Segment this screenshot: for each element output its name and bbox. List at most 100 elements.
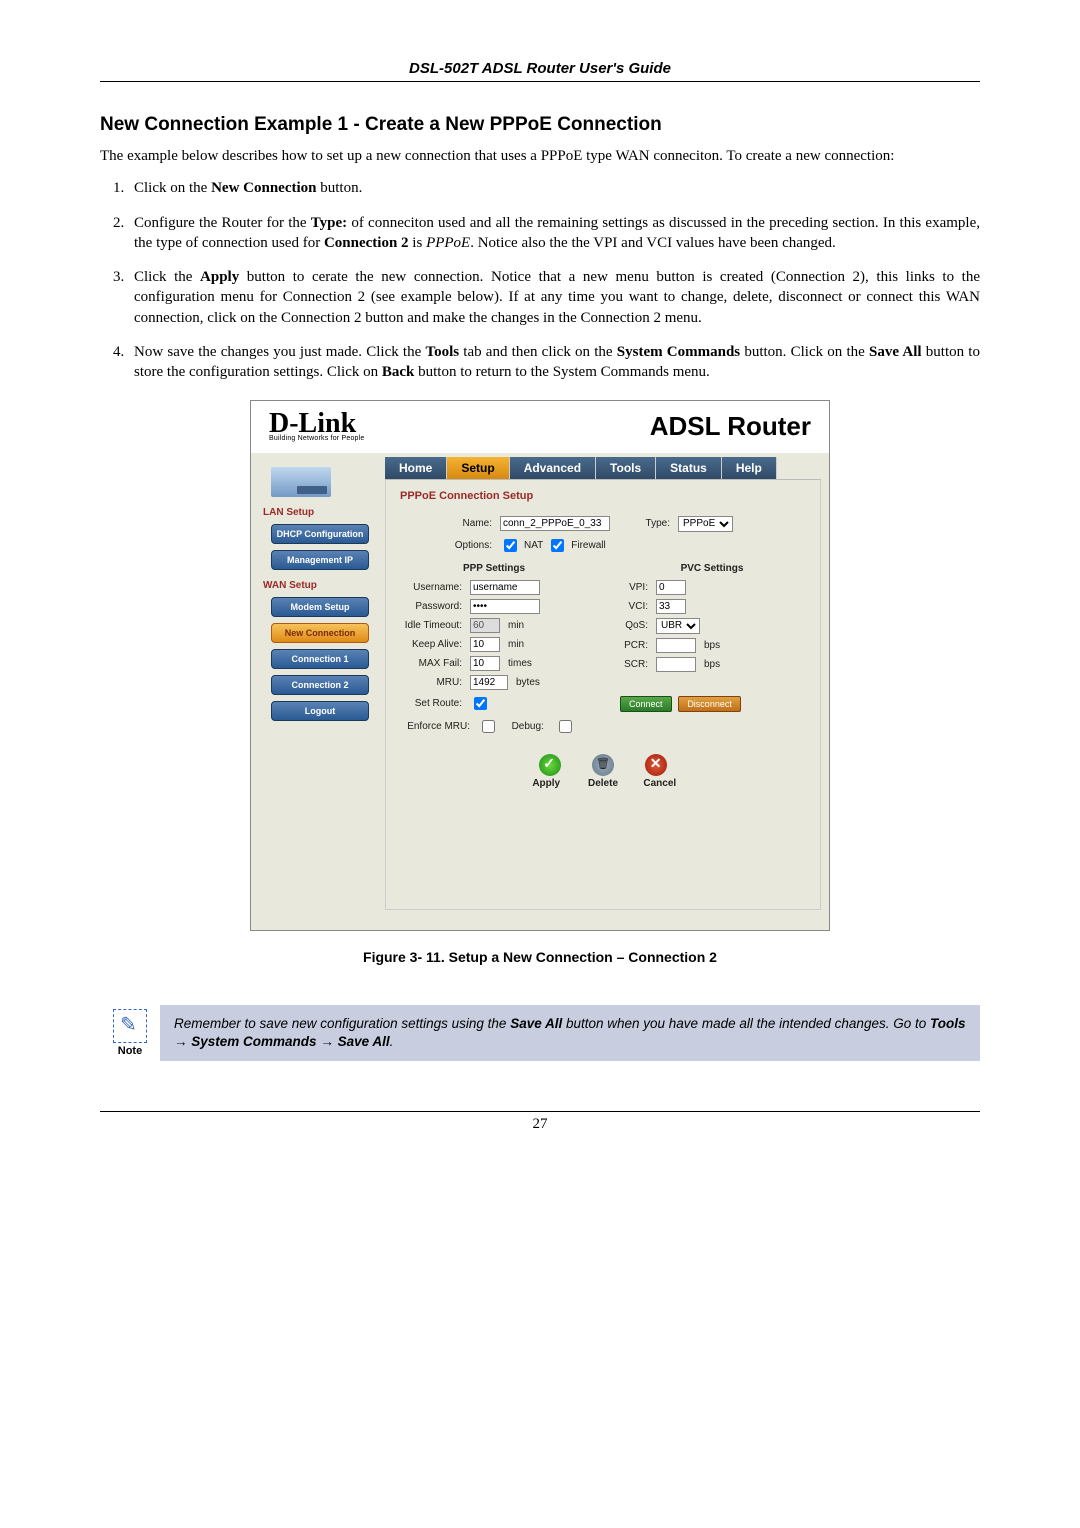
bold-text: Save All (338, 1034, 390, 1049)
pcr-input[interactable] (656, 638, 696, 653)
idle-label: Idle Timeout: (400, 620, 462, 631)
row-options: Options: NAT Firewall (430, 536, 806, 555)
setroute-label: Set Route: (400, 698, 462, 709)
router-header: D-Link Building Networks for People ADSL… (251, 401, 829, 452)
intro-paragraph: The example below describes how to set u… (100, 146, 980, 166)
tab-tools[interactable]: Tools (596, 457, 656, 479)
pvc-settings-col: PVC Settings VPI: VCI: QoS:UBR PCR:bps S… (618, 563, 806, 740)
scr-input[interactable] (656, 657, 696, 672)
text: is (409, 235, 427, 251)
italic-text: PPPoE (426, 235, 470, 251)
action-icons (400, 754, 806, 776)
apply-label: Apply (521, 778, 571, 789)
password-label: Password: (400, 601, 462, 612)
sidebar-group-wan: WAN Setup (263, 580, 379, 591)
text: button. (317, 180, 363, 196)
debug-checkbox[interactable] (559, 720, 572, 733)
type-select[interactable]: PPPoE (678, 516, 733, 532)
tab-home[interactable]: Home (385, 457, 447, 479)
sidebar: LAN Setup DHCP Configuration Management … (255, 457, 385, 920)
row-type: Type: PPPoE (640, 516, 733, 532)
figure: D-Link Building Networks for People ADSL… (100, 400, 980, 930)
disconnect-button[interactable]: Disconnect (678, 696, 741, 712)
unit-times: times (508, 658, 532, 669)
step-2: Configure the Router for the Type: of co… (128, 213, 980, 254)
bold-text: Type: (311, 215, 347, 231)
text: Click the (134, 269, 200, 285)
bold-text: System Commands (617, 344, 740, 360)
keep-label: Keep Alive: (400, 639, 462, 650)
qos-select[interactable]: UBR (656, 618, 700, 634)
router-image-icon (271, 467, 331, 497)
sidebar-btn-dhcp[interactable]: DHCP Configuration (271, 524, 369, 544)
cancel-label: Cancel (635, 778, 685, 789)
tab-help[interactable]: Help (722, 457, 777, 479)
connect-button[interactable]: Connect (620, 696, 672, 712)
panel-body: PPPoE Connection Setup Name: Type: PPPoE… (385, 480, 821, 910)
name-label: Name: (430, 518, 492, 529)
bold-text: Back (382, 364, 415, 380)
name-input[interactable] (500, 516, 610, 531)
maxfail-input[interactable] (470, 656, 500, 671)
page-footer: 27 (100, 1111, 980, 1133)
text: button when you have made all the intend… (562, 1016, 930, 1031)
sidebar-btn-connection-2[interactable]: Connection 2 (271, 675, 369, 695)
text: button. Click on the (740, 344, 869, 360)
bold-text: Connection 2 (324, 235, 409, 251)
step-3: Click the Apply button to cerate the new… (128, 267, 980, 328)
note-label: Note (100, 1045, 160, 1057)
sidebar-btn-connection-1[interactable]: Connection 1 (271, 649, 369, 669)
text: button to cerate the new connection. Not… (134, 269, 980, 326)
arrow-icon: → (174, 1034, 191, 1049)
text: . Notice also the the VPI and VCI values… (470, 235, 836, 251)
step-4: Now save the changes you just made. Clic… (128, 342, 980, 383)
vpi-input[interactable] (656, 580, 686, 595)
username-input[interactable] (470, 580, 540, 595)
note-block: Note Remember to save new configuration … (100, 1005, 980, 1061)
debug-label: Debug: (512, 721, 544, 732)
bold-text: Tools (425, 344, 459, 360)
step-1: Click on the New Connection button. (128, 178, 980, 198)
mru-input[interactable] (470, 675, 508, 690)
sidebar-btn-mgmt-ip[interactable]: Management IP (271, 550, 369, 570)
setroute-checkbox[interactable] (474, 697, 487, 710)
note-icon (113, 1009, 147, 1043)
steps-list: Click on the New Connection button. Conf… (128, 178, 980, 382)
tab-setup[interactable]: Setup (447, 457, 509, 479)
tab-advanced[interactable]: Advanced (510, 457, 596, 479)
vci-label: VCI: (618, 601, 648, 612)
delete-icon[interactable] (592, 754, 614, 776)
vci-input[interactable] (656, 599, 686, 614)
delete-label: Delete (578, 778, 628, 789)
panel-title: PPPoE Connection Setup (400, 490, 806, 502)
bold-text: Tools (930, 1016, 966, 1031)
cancel-icon[interactable] (645, 754, 667, 776)
pcr-label: PCR: (618, 640, 648, 651)
bold-text: Save All (869, 344, 922, 360)
apply-icon[interactable] (539, 754, 561, 776)
ppp-settings-title: PPP Settings (400, 563, 588, 574)
password-input[interactable] (470, 599, 540, 614)
unit-min2: min (508, 639, 524, 650)
sidebar-btn-new-connection[interactable]: New Connection (271, 623, 369, 643)
text: Configure the Router for the (134, 215, 311, 231)
unit-bps: bps (704, 640, 720, 651)
text: Click on the (134, 180, 211, 196)
keep-input[interactable] (470, 637, 500, 652)
mru-label: MRU: (400, 677, 462, 688)
enforce-checkbox[interactable] (482, 720, 495, 733)
nat-checkbox[interactable] (504, 539, 517, 552)
type-label: Type: (640, 518, 670, 529)
unit-min: min (508, 620, 524, 631)
page-header: DSL-502T ADSL Router User's Guide (100, 60, 980, 82)
unit-bytes: bytes (516, 677, 540, 688)
tab-status[interactable]: Status (656, 457, 722, 479)
vpi-label: VPI: (618, 582, 648, 593)
sidebar-btn-modem-setup[interactable]: Modem Setup (271, 597, 369, 617)
text: Remember to save new configuration setti… (174, 1016, 510, 1031)
bold-text: New Connection (211, 180, 316, 196)
firewall-checkbox[interactable] (551, 539, 564, 552)
arrow-icon: → (317, 1034, 338, 1049)
main-panel: Home Setup Advanced Tools Status Help PP… (385, 457, 829, 920)
sidebar-btn-logout[interactable]: Logout (271, 701, 369, 721)
